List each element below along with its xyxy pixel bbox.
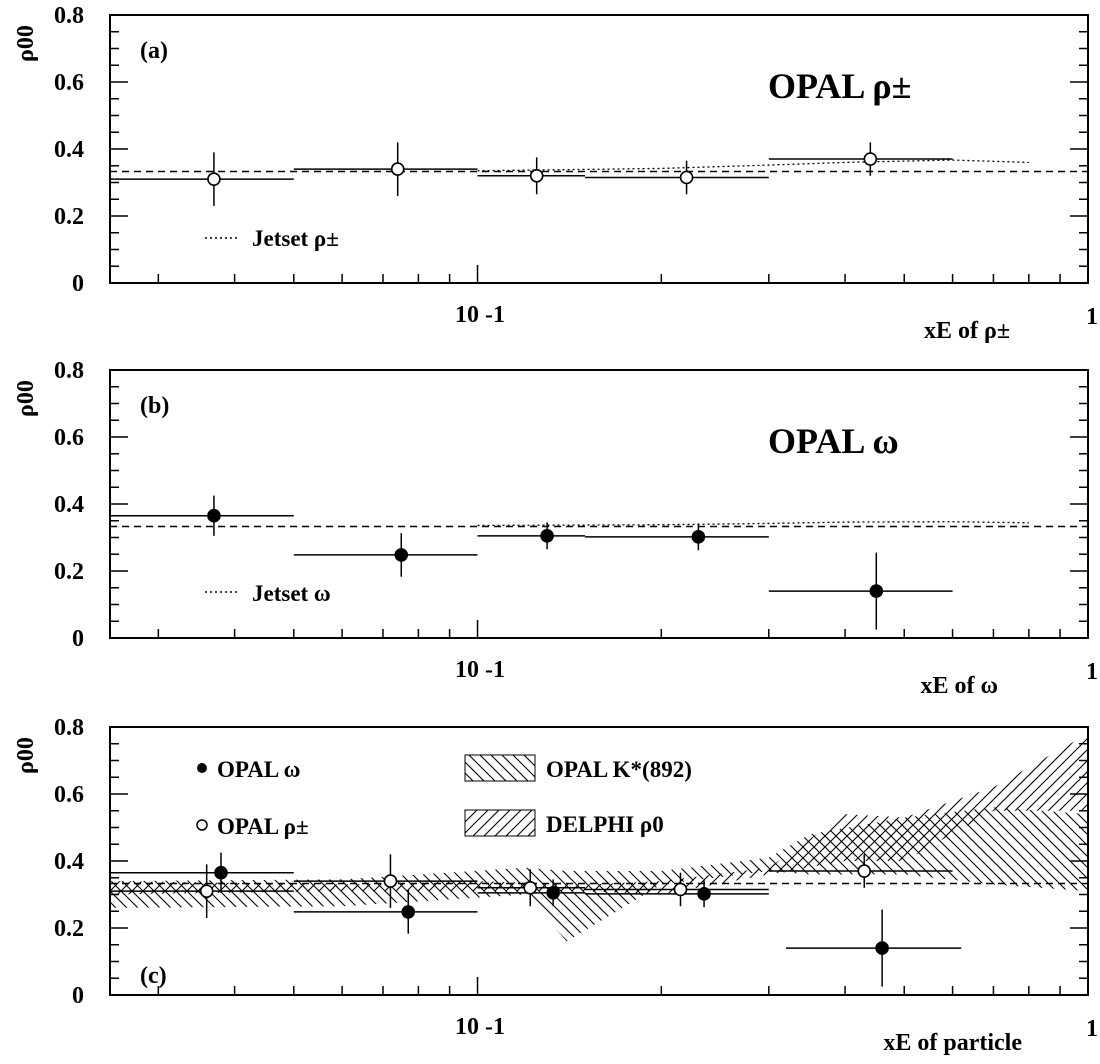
data-point-filled <box>869 584 884 598</box>
legend-swatch-delphi <box>464 809 536 837</box>
x-tick-label-one: 1 <box>1086 1016 1098 1042</box>
data-point-open <box>390 162 405 176</box>
x-axis-label: xE of ω <box>920 673 998 699</box>
legend-label: Jetset ω <box>252 581 331 606</box>
line-layer <box>110 521 1088 528</box>
panel-a: 0 0.2 0.4 0.6 0.8 ρ00 10 -1 1 xE of ρ± (… <box>13 3 1098 344</box>
x-tick-label-decade: 10 -1 <box>455 1014 505 1040</box>
panel-label: (c) <box>140 963 167 989</box>
y-tick-label: 0.6 <box>54 70 84 96</box>
point-layer <box>110 142 953 206</box>
y-tick-label: 0 <box>72 626 84 652</box>
y-tick-label: 0.4 <box>54 137 84 163</box>
y-tick-label: 0 <box>72 983 84 1009</box>
data-point-filled <box>214 865 228 880</box>
point-layer <box>110 852 962 987</box>
data-point-open <box>207 172 221 186</box>
data-point-filled <box>546 886 560 900</box>
x-tick-label-one: 1 <box>1086 304 1098 330</box>
data-point-open <box>199 884 214 898</box>
panel-b: 0 0.2 0.4 0.6 0.8 ρ00 10 -1 1 xE of ω (b… <box>13 358 1098 699</box>
y-tick-label: 0.4 <box>54 492 84 518</box>
axis-ticks <box>110 369 1089 639</box>
x-tick-label-decade: 10 -1 <box>455 302 505 328</box>
legend-swatch-kstar <box>464 754 536 782</box>
legend-label: OPAL K*(892) <box>546 757 692 782</box>
y-tick-label: 0.2 <box>54 204 84 230</box>
panel-label: (a) <box>140 38 168 64</box>
data-point-filled <box>691 530 706 544</box>
legend-label: DELPHI ρ0 <box>546 812 664 837</box>
jetset-line <box>477 521 1029 527</box>
data-point-open <box>529 169 544 183</box>
y-tick-label: 0.8 <box>54 3 84 29</box>
legend-marker-open <box>196 819 208 831</box>
legend-label: Jetset ρ± <box>252 226 339 251</box>
y-tick-label: 0.8 <box>54 358 84 384</box>
panel-label: (b) <box>140 393 169 419</box>
band-layer <box>110 733 1088 942</box>
y-tick-label: 0.8 <box>54 715 84 741</box>
y-tick-label: 0.2 <box>54 559 84 585</box>
data-point-filled <box>394 548 409 562</box>
y-axis-label: ρ00 <box>13 380 39 417</box>
point-layer <box>110 495 953 630</box>
y-tick-label: 0.4 <box>54 849 84 875</box>
jetset-line <box>477 159 1029 172</box>
data-point-open <box>679 170 694 185</box>
data-point-filled <box>207 508 221 523</box>
y-tick-label: 0.6 <box>54 425 84 451</box>
chart-title: OPAL ω <box>768 421 899 461</box>
data-point-open <box>523 880 538 895</box>
panel-c: 0 0.2 0.4 0.6 0.8 ρ00 10 -1 1 xE of part… <box>13 715 1098 1056</box>
data-point-filled <box>875 941 889 955</box>
legend-label: OPAL ω <box>217 757 300 782</box>
y-axis-label: ρ00 <box>13 25 39 62</box>
data-point-filled <box>540 529 554 543</box>
data-point-open <box>857 864 872 878</box>
x-axis-label: xE of ρ± <box>924 318 1010 344</box>
data-point-open <box>863 152 878 166</box>
line-layer <box>110 159 1088 173</box>
data-point-filled <box>401 905 416 919</box>
data-point-open <box>673 882 688 897</box>
y-axis-label: ρ00 <box>13 737 39 774</box>
legend-marker-filled <box>197 763 207 773</box>
data-point-open <box>383 874 398 888</box>
axis-ticks <box>110 14 1089 284</box>
band-DELPHI ρ0 <box>110 733 1088 895</box>
legend-label: OPAL ρ± <box>217 814 309 839</box>
x-tick-label-decade: 10 -1 <box>455 657 505 683</box>
chart-title: OPAL ρ± <box>768 66 911 106</box>
x-tick-label-one: 1 <box>1086 659 1098 685</box>
data-point-filled <box>697 887 711 901</box>
y-tick-label: 0.2 <box>54 916 84 942</box>
x-axis-label: xE of particle <box>883 1030 1022 1056</box>
y-tick-label: 0.6 <box>54 782 84 808</box>
y-tick-label: 0 <box>72 271 84 297</box>
